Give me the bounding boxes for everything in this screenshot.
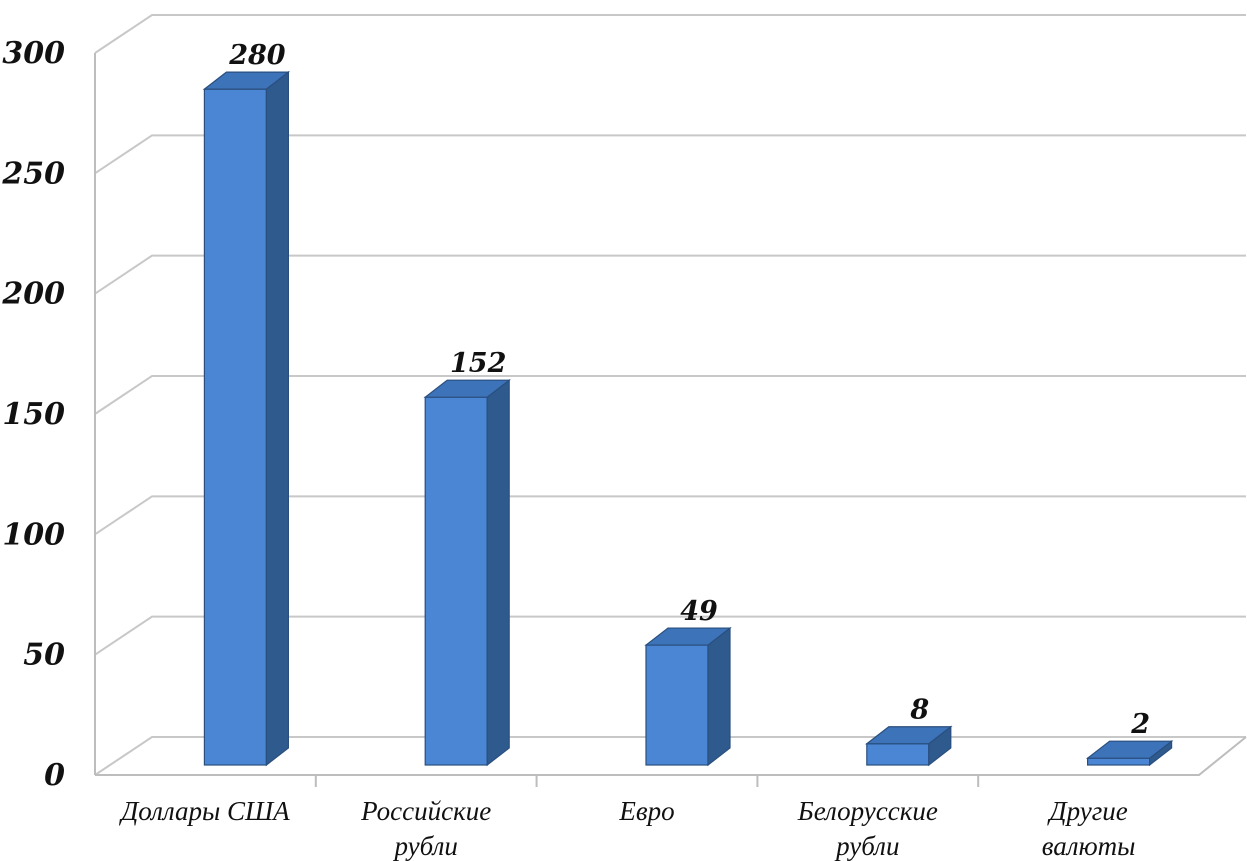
bar-side-face [707,626,731,767]
bar [1085,739,1174,767]
gridlines [94,14,1246,776]
category-label: Доллары США [118,796,290,826]
gridline [94,14,1246,54]
category-label: Евро [618,796,674,826]
bar [644,626,732,767]
gridline [94,615,1246,656]
y-tick-label: 300 [2,36,65,71]
bar-top-face [202,71,291,90]
bar [423,378,511,767]
bar-front-face [424,396,488,766]
x-axis-line [95,736,1247,776]
data-label: 8 [909,695,929,726]
y-tick-label: 100 [2,517,65,552]
category-label: Другие валюты [1042,796,1136,861]
category-label: Белорусские рубли [797,796,938,861]
y-tick-label: 200 [1,277,65,312]
data-label: 280 [228,40,286,71]
gridline [94,495,1246,536]
bar-top-face [865,726,953,745]
y-tick-label: 50 [23,638,65,673]
bar-top-face [423,379,511,398]
data-labels: 280 152 49 8 2 [228,40,1150,740]
bar [865,725,953,767]
gridline [94,375,1246,415]
axes [94,53,1247,787]
bar-top-face [1085,740,1174,759]
y-tick-label: 0 [44,758,65,793]
bar-front-face [866,743,930,766]
bar-top-face [644,627,732,646]
gridline [94,254,1246,295]
y-tick-labels: 0 50 100 150 200 250 300 [1,36,65,793]
bar-front-face [1086,757,1151,766]
bar-side-face [265,70,289,767]
bars [202,70,1174,767]
bar-front-face [645,644,709,766]
data-label: 49 [680,596,718,627]
category-labels: Доллары США Российские рубли Евро Белорусски… [118,796,1135,861]
gridline [94,134,1246,175]
bar [202,70,291,767]
y-tick-label: 150 [2,397,65,432]
data-label: 2 [1130,709,1150,740]
bar-side-face [486,378,510,767]
bar-front-face [203,88,267,766]
y-tick-label: 250 [1,156,65,191]
data-label: 152 [450,348,506,379]
category-label: Российские рубли [360,796,491,861]
